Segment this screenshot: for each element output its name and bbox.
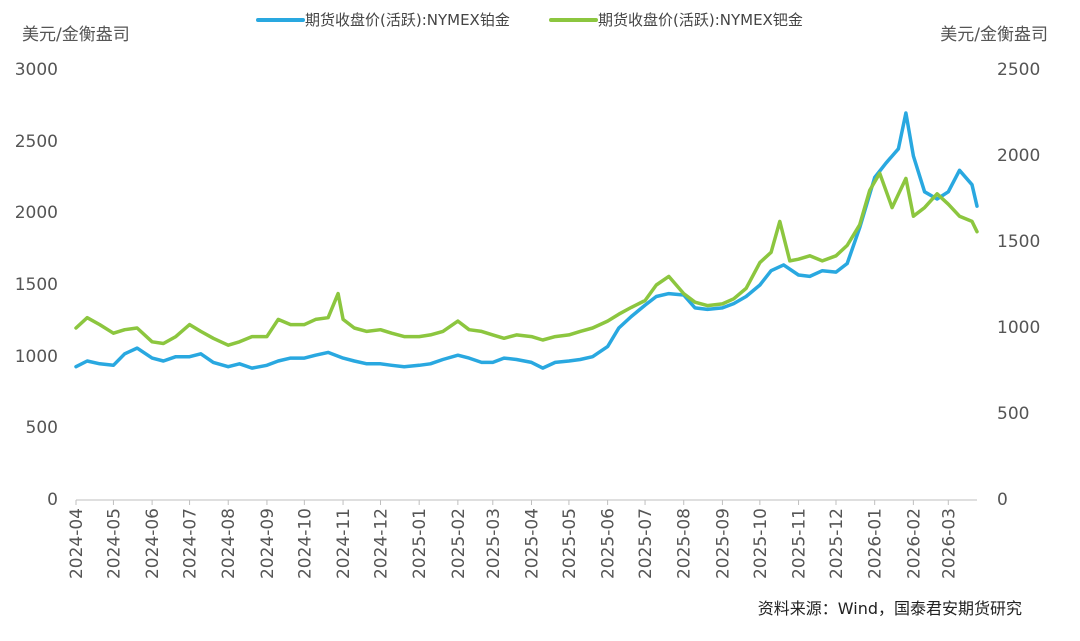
x-tick-label: 2026-01	[866, 508, 886, 579]
x-tick-label: 2024-04	[67, 508, 87, 579]
left-y-tick-label: 2000	[15, 203, 58, 223]
left-y-tick-label: 1000	[15, 347, 58, 367]
series-line-platinum	[74, 111, 979, 370]
x-tick-label: 2024-11	[334, 508, 354, 579]
x-tick-label: 2024-12	[371, 508, 391, 579]
x-tick-label: 2025-08	[675, 508, 695, 579]
x-tick-label: 2025-06	[599, 508, 619, 579]
x-tick-label: 2025-10	[751, 508, 771, 579]
left-y-tick-label: 0	[47, 490, 58, 510]
x-tick-label: 2026-03	[939, 508, 959, 579]
x-tick-label: 2024-06	[143, 508, 163, 579]
right-y-tick-label: 500	[997, 404, 1029, 424]
x-tick-label: 2024-08	[219, 508, 239, 579]
legend: 期货收盘价(活跃):NYMEX铂金 期货收盘价(活跃):NYMEX钯金	[256, 11, 803, 29]
right-y-tick-label: 0	[997, 490, 1008, 510]
x-tick-label: 2024-07	[181, 508, 201, 579]
left-y-tick-label: 3000	[15, 60, 58, 80]
x-tick-label: 2025-03	[484, 508, 504, 579]
x-tick-label: 2025-02	[449, 508, 469, 579]
x-tick-label: 2026-02	[904, 508, 924, 579]
right-y-tick-label: 2500	[997, 60, 1040, 80]
left-y-tick-label: 2500	[15, 132, 58, 152]
x-tick-label: 2024-05	[104, 508, 124, 579]
right-y-tick-label: 2000	[997, 146, 1040, 166]
x-tick-label: 2025-07	[636, 508, 656, 579]
x-tick-label: 2025-09	[713, 508, 733, 579]
legend-label-platinum: 期货收盘价(活跃):NYMEX铂金	[305, 11, 510, 29]
source-note: 资料来源：Wind，国泰君安期货研究	[758, 599, 1022, 618]
legend-label-palladium: 期货收盘价(活跃):NYMEX钯金	[598, 11, 803, 29]
series-layer	[74, 111, 979, 370]
left-axis-unit-label: 美元/金衡盎司	[22, 25, 130, 45]
right-y-tick-label: 1500	[997, 232, 1040, 252]
right-y-axis: 0 500 1000 1500 2000 2500	[997, 60, 1040, 510]
x-tick-label: 2025-04	[522, 508, 542, 579]
right-y-tick-label: 1000	[997, 318, 1040, 338]
left-y-tick-label: 500	[26, 418, 58, 438]
x-tick-label: 2024-10	[295, 508, 315, 579]
x-tick-label: 2025-05	[560, 508, 580, 579]
x-tick-label: 2025-12	[827, 508, 847, 579]
x-tick-label: 2025-11	[790, 508, 810, 579]
left-y-axis: 0 500 1000 1500 2000 2500 3000	[15, 60, 58, 510]
x-tick-label: 2025-01	[410, 508, 430, 579]
x-axis: 2024-04 2024-05 2024-06 2024-07 2024-08 2024-…	[67, 500, 959, 579]
left-y-tick-label: 1500	[15, 275, 58, 295]
series-line-palladium	[74, 171, 979, 347]
x-tick-label: 2024-09	[258, 508, 278, 579]
right-axis-unit-label: 美元/金衡盎司	[940, 25, 1048, 45]
